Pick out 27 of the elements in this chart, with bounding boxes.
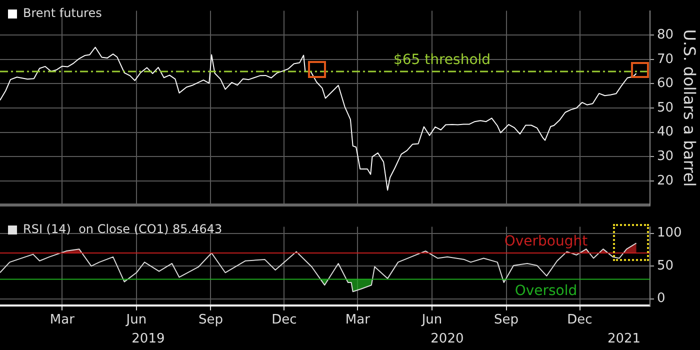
ref-line-label: Oversold	[514, 282, 578, 299]
y-tick-label: 40	[657, 124, 674, 140]
y-tick-label: 60	[657, 76, 674, 92]
ref-line-label: $65 threshold	[393, 52, 491, 68]
text: 2019	[132, 331, 165, 346]
ref-line-label: Overbought	[504, 234, 588, 250]
x-tick-label: Sep	[198, 312, 224, 328]
y-tick-label: 70	[657, 52, 674, 67]
x-tick-label: Sep	[494, 312, 519, 328]
y-tick-label: 80	[657, 27, 674, 42]
y-tick-label: 100	[657, 226, 682, 241]
x-tick-label: Dec	[272, 312, 297, 328]
text: 2021	[607, 331, 641, 346]
y-tick-label: 50	[657, 258, 674, 274]
y-tick-label: 30	[657, 148, 674, 164]
legend-label: Brent futures	[23, 6, 102, 20]
y-tick-label: 20	[657, 173, 674, 188]
x-tick-label: Mar	[50, 312, 76, 328]
y-tick-label: 0	[657, 291, 666, 306]
text: 2020	[430, 331, 464, 346]
y-axis-title: U.S. dollars a barrel	[680, 29, 700, 187]
y-tick-label: 50	[657, 100, 674, 116]
legend-label: RSI (14) on Close (CO1) 85.4643	[23, 222, 222, 236]
x-tick-label: Jun	[420, 312, 442, 328]
x-tick-label: Jun	[125, 312, 147, 328]
x-tick-label: Dec	[567, 312, 592, 328]
x-tick-label: Mar	[345, 312, 371, 328]
